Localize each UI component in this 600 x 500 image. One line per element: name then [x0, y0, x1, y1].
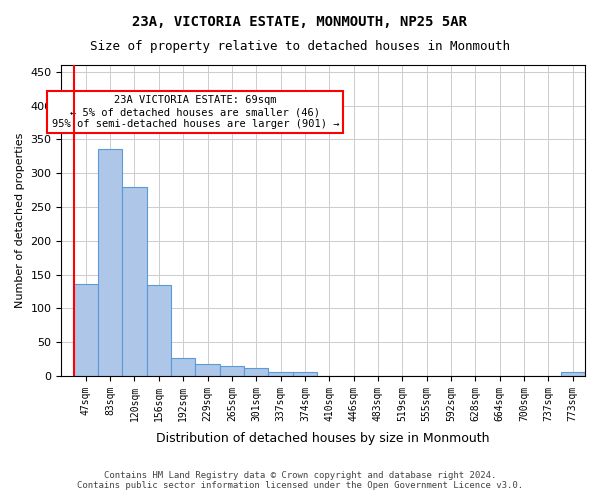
Bar [171, 358, 196, 376]
Bar [560, 372, 585, 376]
Bar [98, 150, 122, 376]
Bar [268, 372, 293, 376]
Text: 23A, VICTORIA ESTATE, MONMOUTH, NP25 5AR: 23A, VICTORIA ESTATE, MONMOUTH, NP25 5AR [133, 15, 467, 29]
Text: Size of property relative to detached houses in Monmouth: Size of property relative to detached ho… [90, 40, 510, 53]
X-axis label: Distribution of detached houses by size in Monmouth: Distribution of detached houses by size … [157, 432, 490, 445]
Bar [220, 366, 244, 376]
Text: Contains HM Land Registry data © Crown copyright and database right 2024.
Contai: Contains HM Land Registry data © Crown c… [77, 470, 523, 490]
Bar [146, 284, 171, 376]
Bar [196, 364, 220, 376]
Text: 23A VICTORIA ESTATE: 69sqm
← 5% of detached houses are smaller (46)
95% of semi-: 23A VICTORIA ESTATE: 69sqm ← 5% of detac… [52, 96, 339, 128]
Bar [122, 186, 146, 376]
Bar [74, 284, 98, 376]
Y-axis label: Number of detached properties: Number of detached properties [15, 133, 25, 308]
Bar [293, 372, 317, 376]
Bar [244, 368, 268, 376]
